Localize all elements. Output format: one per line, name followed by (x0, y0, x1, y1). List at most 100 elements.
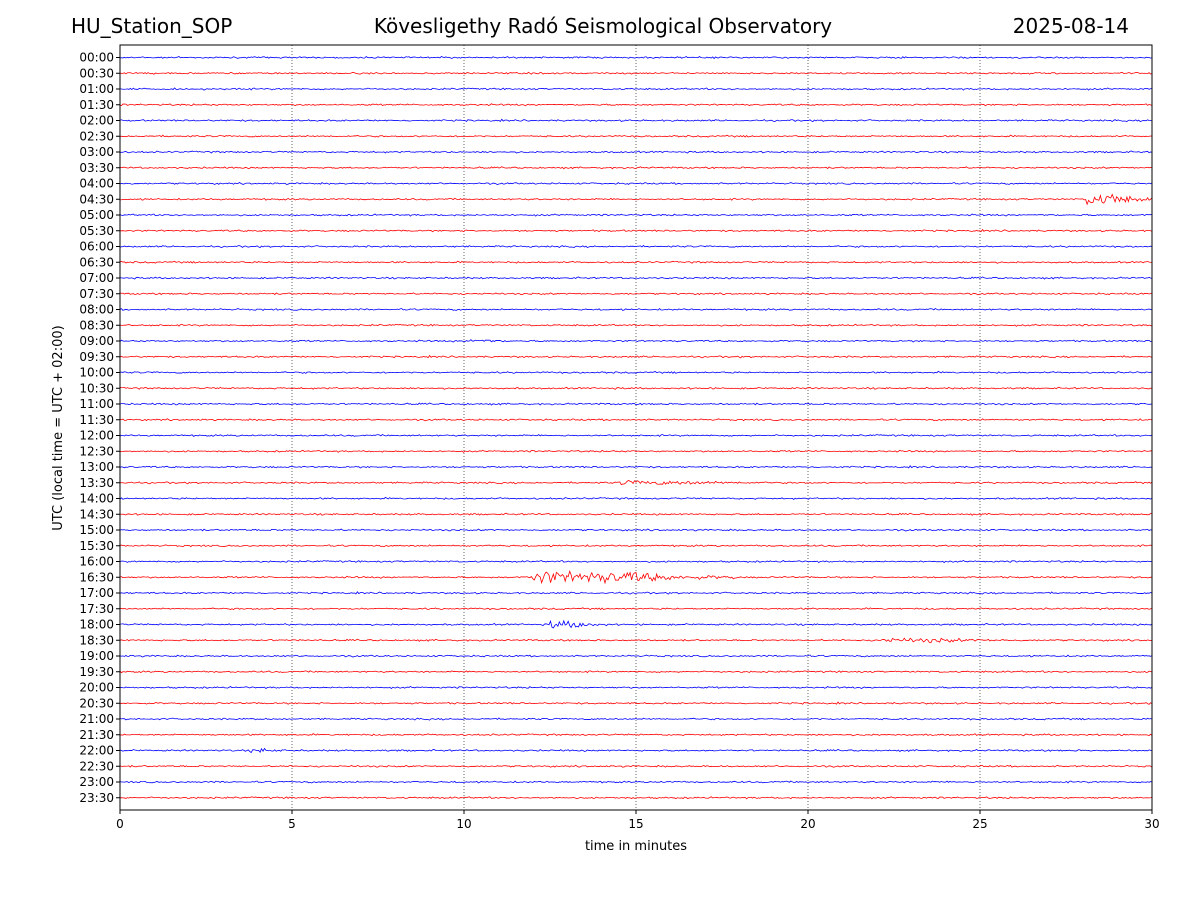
trace-0000 (119, 55, 1153, 60)
y-tick-label: 05:00 (79, 208, 114, 222)
y-tick-label: 08:00 (79, 303, 114, 317)
trace-0100 (119, 87, 1153, 91)
x-axis-label: time in minutes (585, 839, 687, 854)
trace-2000 (119, 685, 1153, 690)
chart-title: Kövesligethy Radó Seismological Observat… (373, 14, 833, 38)
y-tick-label: 18:00 (79, 618, 114, 632)
y-tick-label: 13:30 (79, 476, 114, 490)
trace-1500 (119, 528, 1153, 532)
y-tick-label: 02:00 (79, 114, 114, 128)
trace-0930 (119, 354, 1153, 359)
trace-0800 (119, 308, 1153, 311)
trace-0030 (119, 71, 1153, 75)
trace-1400 (119, 496, 1153, 501)
x-tick-label: 5 (288, 817, 296, 831)
x-tick-label: 0 (116, 817, 124, 831)
trace-2230 (119, 764, 1153, 768)
y-tick-label: 06:30 (79, 255, 114, 269)
trace-0330 (119, 166, 1153, 170)
y-tick-label: 04:30 (79, 192, 114, 206)
trace-1630 (119, 569, 1153, 585)
trace-1300 (119, 465, 1153, 469)
trace-0900 (119, 339, 1153, 343)
y-tick-label: 08:30 (79, 318, 114, 332)
x-tick-label: 20 (800, 817, 815, 831)
trace-0430 (119, 193, 1153, 206)
trace-1230 (119, 449, 1153, 453)
trace-2330 (119, 796, 1153, 800)
trace-1130 (119, 418, 1153, 422)
trace-1200 (119, 434, 1153, 437)
y-tick-label: 23:30 (79, 791, 114, 805)
y-tick-label: 00:30 (79, 66, 114, 80)
y-tick-label: 12:30 (79, 444, 114, 458)
trace-1330 (119, 480, 1153, 486)
trace-2030 (119, 701, 1153, 705)
y-tick-label: 15:30 (79, 539, 114, 553)
trace-1930 (119, 670, 1153, 674)
trace-0730 (119, 292, 1153, 296)
y-tick-label: 23:00 (79, 775, 114, 789)
y-tick-label: 17:30 (79, 602, 114, 616)
trace-0500 (119, 213, 1153, 217)
trace-1800 (119, 619, 1153, 629)
y-tick-label: 10:00 (79, 366, 114, 380)
date-label: 2025-08-14 (1012, 14, 1129, 38)
trace-1900 (119, 654, 1153, 658)
trace-1830 (119, 637, 1153, 644)
trace-1600 (119, 559, 1153, 564)
trace-0230 (119, 134, 1153, 138)
trace-2300 (119, 780, 1153, 784)
y-tick-label: 17:00 (79, 586, 114, 600)
y-tick-label: 22:00 (79, 744, 114, 758)
trace-1730 (119, 607, 1153, 611)
x-axis-ticks: 0 5 10 15 20 25 30 (116, 810, 1160, 831)
y-tick-label: 16:00 (79, 555, 114, 569)
seismic-traces (119, 55, 1153, 800)
y-axis-label: UTC (local time = UTC + 02:00) (51, 325, 66, 530)
y-tick-label: 04:00 (79, 177, 114, 191)
y-tick-label: 19:00 (79, 649, 114, 663)
x-tick-label: 10 (456, 817, 471, 831)
trace-0700 (119, 276, 1153, 280)
y-tick-label: 01:30 (79, 98, 114, 112)
trace-0830 (119, 323, 1153, 327)
y-tick-label: 10:30 (79, 381, 114, 395)
y-tick-label: 05:30 (79, 224, 114, 238)
trace-0600 (119, 244, 1153, 249)
trace-1700 (119, 591, 1153, 595)
trace-1000 (119, 370, 1153, 374)
y-tick-label: 22:30 (79, 759, 114, 773)
y-tick-label: 06:00 (79, 240, 114, 254)
trace-2100 (119, 717, 1153, 721)
y-tick-label: 19:30 (79, 665, 114, 679)
y-tick-label: 07:30 (79, 287, 114, 301)
y-tick-label: 07:00 (79, 271, 114, 285)
y-tick-label: 11:00 (79, 397, 114, 411)
y-tick-label: 02:30 (79, 129, 114, 143)
y-tick-label: 14:00 (79, 492, 114, 506)
y-tick-label: 18:30 (79, 633, 114, 647)
y-tick-label: 11:30 (79, 413, 114, 427)
trace-0300 (119, 150, 1153, 154)
y-tick-label: 13:00 (79, 460, 114, 474)
y-tick-label: 16:30 (79, 570, 114, 584)
y-tick-label: 12:00 (79, 429, 114, 443)
trace-0130 (119, 103, 1153, 107)
y-tick-label: 03:30 (79, 161, 114, 175)
trace-1030 (119, 386, 1153, 390)
trace-1530 (119, 544, 1153, 548)
y-tick-label: 20:30 (79, 696, 114, 710)
y-tick-label: 01:00 (79, 82, 114, 96)
station-label: HU_Station_SOP (71, 14, 233, 38)
trace-2200 (119, 747, 1153, 754)
trace-0400 (119, 182, 1153, 185)
trace-0530 (119, 228, 1153, 233)
trace-0630 (119, 260, 1153, 264)
x-tick-label: 30 (1144, 817, 1159, 831)
y-tick-label: 09:30 (79, 350, 114, 364)
y-tick-label: 00:00 (79, 51, 114, 65)
